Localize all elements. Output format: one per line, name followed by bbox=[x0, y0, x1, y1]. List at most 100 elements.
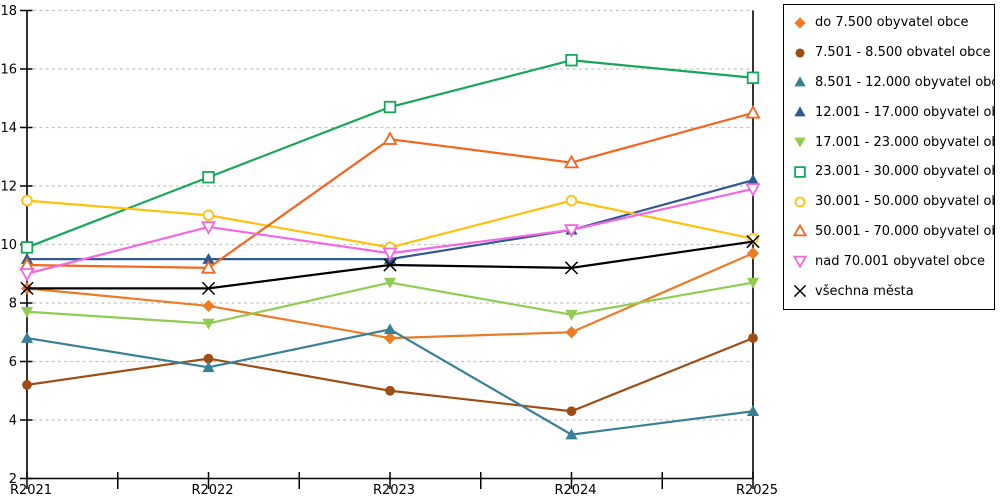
legend-item: 8.501 - 12.000 obyvatel obce bbox=[792, 74, 994, 90]
x-tick-label: R2022 bbox=[191, 483, 233, 498]
triangle-down-marker-icon bbox=[20, 307, 34, 318]
circle-marker-icon bbox=[748, 333, 758, 343]
series-line-8 bbox=[19, 183, 761, 282]
legend-item-label: 17.001 - 23.000 obyvatel obc... bbox=[815, 134, 994, 150]
y-tick-label: 8 bbox=[9, 297, 17, 312]
triangle-up-marker-icon bbox=[565, 428, 578, 440]
x-marker-icon bbox=[201, 281, 216, 296]
circle-marker-icon bbox=[21, 194, 33, 207]
legend-item-label: 23.001 - 30.000 obyvatel obc... bbox=[815, 164, 994, 180]
triangle-up-marker-icon bbox=[563, 154, 580, 169]
triangle-up-marker-icon bbox=[746, 174, 760, 185]
x-marker-icon bbox=[746, 234, 760, 249]
x-marker-icon bbox=[564, 261, 579, 275]
y-axis-ticks: 2 4 6 8 10 12 14 16 18 bbox=[0, 4, 33, 487]
series-line-6 bbox=[21, 194, 759, 254]
diamond-marker-icon bbox=[794, 17, 806, 29]
circle-marker-icon bbox=[202, 209, 215, 222]
legend-item-label: nad 70.001 obyvatel obce bbox=[815, 253, 985, 269]
triangle-up-marker-icon bbox=[200, 259, 217, 274]
square-marker-icon bbox=[746, 71, 760, 84]
x-tick-label: R2021 bbox=[10, 483, 52, 498]
triangle-up-marker-icon bbox=[20, 332, 34, 343]
legend-item: do 7.500 obyvatel obce bbox=[792, 15, 994, 31]
legend-item: 50.001 - 70.000 obyvatel obc... bbox=[792, 223, 994, 239]
y-tick-label: 4 bbox=[9, 414, 17, 429]
triangle-down-marker-icon bbox=[792, 255, 808, 269]
triangle-down-marker-icon bbox=[794, 137, 806, 148]
circle-marker-icon bbox=[203, 353, 214, 364]
y-tick-label: 10 bbox=[0, 238, 17, 253]
triangle-down-marker-icon bbox=[200, 221, 217, 235]
square-marker-icon bbox=[202, 171, 215, 184]
x-tick-label: R2024 bbox=[554, 483, 596, 498]
triangle-up-marker-icon bbox=[794, 106, 806, 117]
circle-marker-icon bbox=[385, 385, 395, 396]
y-tick-label: 16 bbox=[0, 63, 17, 78]
circle-marker-icon bbox=[565, 194, 578, 207]
legend-item: všechna města bbox=[792, 283, 994, 299]
x-tick-label: R2025 bbox=[736, 483, 778, 498]
triangle-down-marker-icon bbox=[202, 318, 215, 330]
y-tick-label: 2 bbox=[9, 472, 17, 487]
legend-item-label: 30.001 - 50.000 obyvatel obc... bbox=[815, 194, 994, 210]
series-line-2 bbox=[20, 323, 760, 440]
square-marker-icon bbox=[794, 166, 806, 178]
triangle-down-marker-icon bbox=[383, 277, 397, 289]
triangle-up-marker-icon bbox=[746, 405, 760, 416]
triangle-up-marker-icon bbox=[202, 361, 215, 373]
y-tick-label: 6 bbox=[9, 355, 17, 370]
legend-item-label: 12.001 - 17.000 obyvatel obc... bbox=[815, 104, 994, 120]
series-line-7 bbox=[19, 104, 761, 274]
series-line-4 bbox=[20, 277, 760, 330]
circle-marker-icon bbox=[795, 48, 805, 58]
triangle-up-marker-icon bbox=[745, 104, 761, 119]
legend-item: 7.501 - 8.500 obvatel obce bbox=[792, 45, 994, 61]
legend-item: 12.001 - 17.000 obyvatel obc... bbox=[792, 104, 994, 120]
triangle-up-marker-icon bbox=[202, 253, 215, 264]
series-line-9 bbox=[20, 234, 760, 296]
triangle-down-marker-icon bbox=[745, 183, 761, 197]
chart-legend: do 7.500 obyvatel obce 7.501 - 8.500 obva… bbox=[783, 4, 995, 310]
y-tick-label: 14 bbox=[0, 121, 17, 136]
legend-item-label: 7.501 - 8.500 obvatel obce bbox=[815, 45, 991, 61]
triangle-up-marker-icon bbox=[792, 223, 808, 237]
y-tick-label: 12 bbox=[0, 180, 17, 195]
series-line-1 bbox=[22, 333, 758, 417]
triangle-up-marker-icon bbox=[383, 323, 397, 335]
square-marker-icon bbox=[383, 100, 397, 114]
y-tick-label: 18 bbox=[0, 4, 17, 19]
diamond-marker-icon bbox=[383, 332, 397, 345]
legend-item: 30.001 - 50.000 obyvatel obc... bbox=[792, 194, 994, 210]
diamond-marker-icon bbox=[202, 299, 215, 313]
diamond-marker-icon bbox=[746, 247, 760, 260]
circle-marker-icon bbox=[22, 380, 32, 390]
square-marker-icon bbox=[20, 241, 34, 254]
triangle-up-marker-icon bbox=[794, 76, 806, 87]
legend-item-label: 8.501 - 12.000 obyvatel obce bbox=[815, 74, 994, 90]
x-axis-ticks: R2021 R2022 R2023 R2024 R2025 bbox=[10, 472, 778, 498]
triangle-down-marker-icon bbox=[19, 268, 35, 282]
series-line-5 bbox=[20, 54, 760, 254]
legend-item-label: 50.001 - 70.000 obyvatel obc... bbox=[815, 223, 994, 239]
legend-item: 17.001 - 23.000 obyvatel obc... bbox=[792, 134, 994, 150]
legend-item: 23.001 - 30.000 obyvatel obc... bbox=[792, 164, 994, 180]
legend-item: nad 70.001 obyvatel obce bbox=[792, 253, 994, 269]
triangle-down-marker-icon bbox=[382, 247, 398, 262]
x-marker-icon bbox=[20, 281, 34, 296]
square-marker-icon bbox=[565, 54, 578, 67]
circle-marker-icon bbox=[794, 196, 806, 208]
circle-marker-icon bbox=[566, 406, 577, 417]
triangle-down-marker-icon bbox=[746, 277, 760, 289]
triangle-down-marker-icon bbox=[563, 224, 580, 238]
diamond-marker-icon bbox=[565, 326, 578, 339]
x-marker-icon bbox=[383, 258, 397, 272]
x-tick-label: R2023 bbox=[373, 483, 415, 498]
triangle-down-marker-icon bbox=[565, 309, 578, 321]
legend-item-label: všechna města bbox=[815, 283, 914, 299]
triangle-up-marker-icon bbox=[382, 131, 398, 145]
legend-item-label: do 7.500 obyvatel obce bbox=[815, 15, 969, 31]
x-marker-icon bbox=[793, 284, 807, 298]
